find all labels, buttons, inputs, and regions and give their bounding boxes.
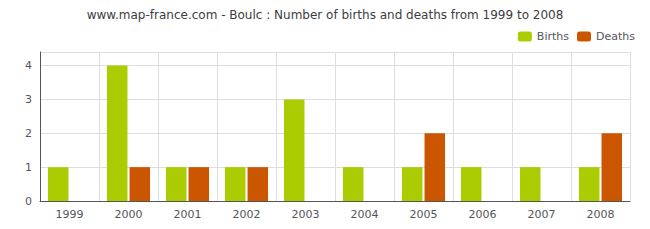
svg-text:Deaths: Deaths [596, 30, 635, 43]
svg-text:2006: 2006 [469, 208, 497, 221]
svg-text:3: 3 [25, 93, 32, 106]
svg-text:2005: 2005 [410, 208, 438, 221]
svg-text:www.map-france.com - Boulc : N: www.map-france.com - Boulc : Number of b… [87, 8, 564, 22]
svg-text:2002: 2002 [233, 208, 261, 221]
svg-text:2003: 2003 [292, 208, 320, 221]
svg-text:4: 4 [25, 59, 32, 72]
svg-text:2001: 2001 [174, 208, 202, 221]
svg-text:2000: 2000 [115, 208, 143, 221]
svg-text:Births: Births [537, 30, 569, 43]
svg-text:2008: 2008 [587, 208, 615, 221]
svg-text:1: 1 [25, 161, 32, 174]
svg-text:2004: 2004 [351, 208, 379, 221]
svg-text:2007: 2007 [528, 208, 556, 221]
svg-text:0: 0 [25, 195, 32, 208]
svg-text:2: 2 [25, 127, 32, 140]
svg-text:1999: 1999 [56, 208, 84, 221]
